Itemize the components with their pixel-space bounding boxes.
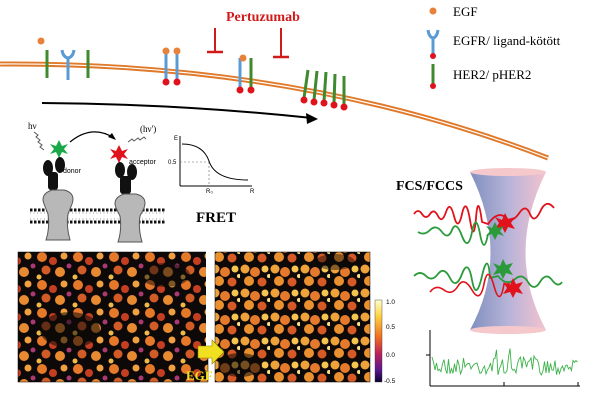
legend-her2-icon xyxy=(430,64,436,89)
pertuzumab-inhibitor-left xyxy=(207,28,223,54)
egf-treatment-arrow xyxy=(197,339,225,365)
focal-volume-beam xyxy=(470,172,546,330)
legend-egfr-label: EGFR/ ligand-kötött xyxy=(453,33,561,48)
her2-cluster-phosphorylated xyxy=(300,69,348,111)
legend-egf-icon xyxy=(429,7,437,15)
fret-efficiency-graph: E 0.5 R₀ R xyxy=(168,136,255,195)
green-diffusing-molecule xyxy=(417,221,504,246)
fcs-label: FCS/FCCS xyxy=(396,179,463,194)
donor-receptor xyxy=(42,189,74,241)
graph-x-label: R xyxy=(250,189,255,195)
egfr-receptor xyxy=(60,49,76,80)
colorbar-tick-4: -0.5 xyxy=(384,378,396,385)
colorbar-tick-1: 1.0 xyxy=(386,299,395,306)
pertuzumab-label: Pertuzumab xyxy=(226,10,300,25)
graph-y-label: E xyxy=(174,136,178,142)
legend-her2-label: HER2/ pHER2 xyxy=(453,67,531,82)
pertuzumab-inhibitor-right xyxy=(273,28,289,59)
acceptor-fluorophore xyxy=(110,145,128,163)
legend: EGF EGFR/ ligand-kötött HER2/ pHER2 xyxy=(426,4,561,89)
egfr-dimer-ligand-bound xyxy=(162,47,181,86)
double-labeled-molecule xyxy=(413,259,563,298)
egf-treatment-label: EGF xyxy=(186,368,213,383)
cell-membrane xyxy=(0,61,549,161)
activation-progress-arrow xyxy=(41,102,318,124)
egfr-her2-heterodimer xyxy=(236,54,255,94)
acceptor-receptor xyxy=(114,193,146,243)
hv-out-label: (hν') xyxy=(140,124,156,134)
colorbar-tick-3: 0.0 xyxy=(386,352,395,359)
colorbar-tick-2: 0.5 xyxy=(386,324,395,331)
fret-scheme: hν (hν') donor acceptor xyxy=(28,121,165,243)
legend-egf-label: EGF xyxy=(453,4,478,19)
donor-antibody xyxy=(43,157,65,190)
acceptor-label: acceptor xyxy=(129,159,157,166)
acceptor-antibody xyxy=(115,162,137,194)
fcs-intensity-trace xyxy=(426,330,580,387)
hv-in-label: hν xyxy=(28,121,37,131)
graph-tick-label: 0.5 xyxy=(168,160,177,166)
donor-fluorophore xyxy=(50,140,68,158)
donor-label: donor xyxy=(63,168,82,175)
red-diffusing-molecule xyxy=(413,202,555,233)
fret-colorbar: 1.0 0.5 0.0 -0.5 xyxy=(374,299,396,385)
egf-ligand-icon xyxy=(37,37,45,45)
legend-egfr-icon xyxy=(426,29,440,59)
graph-r0-label: R₀ xyxy=(206,189,213,195)
fret-label: FRET xyxy=(196,210,236,226)
